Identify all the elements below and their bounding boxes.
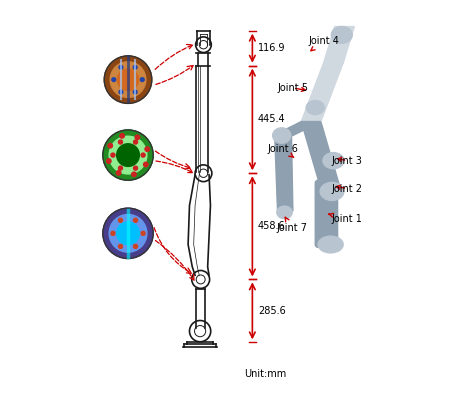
Circle shape (118, 244, 122, 248)
Text: Joint 5: Joint 5 (277, 83, 309, 93)
Text: 445.4: 445.4 (258, 114, 285, 125)
Circle shape (107, 159, 111, 163)
Ellipse shape (331, 26, 352, 43)
Ellipse shape (277, 206, 292, 219)
Circle shape (119, 90, 123, 94)
Ellipse shape (318, 236, 343, 253)
Circle shape (109, 136, 147, 174)
Circle shape (117, 144, 139, 166)
Polygon shape (324, 26, 355, 63)
Circle shape (134, 218, 137, 222)
Circle shape (111, 231, 115, 235)
Circle shape (117, 171, 121, 175)
Ellipse shape (323, 152, 344, 169)
Polygon shape (301, 122, 340, 189)
Polygon shape (273, 122, 321, 136)
Text: Joint 7: Joint 7 (276, 217, 307, 233)
Circle shape (111, 153, 115, 157)
Circle shape (132, 172, 136, 177)
Text: 458.6: 458.6 (258, 221, 285, 231)
Circle shape (133, 90, 137, 94)
Circle shape (118, 69, 139, 90)
Circle shape (110, 62, 146, 97)
Circle shape (135, 135, 140, 139)
Circle shape (120, 134, 124, 138)
Circle shape (140, 78, 144, 82)
Ellipse shape (306, 100, 324, 115)
Circle shape (133, 65, 137, 69)
Ellipse shape (273, 128, 291, 143)
Circle shape (119, 65, 123, 69)
Text: Joint 1: Joint 1 (329, 214, 363, 224)
Circle shape (141, 231, 145, 235)
Text: Joint 4: Joint 4 (308, 35, 339, 51)
Text: 116.9: 116.9 (258, 43, 285, 53)
Text: Joint 6: Joint 6 (268, 145, 299, 157)
Circle shape (103, 130, 153, 180)
Circle shape (141, 153, 145, 157)
Text: 285.6: 285.6 (258, 306, 286, 316)
Text: Joint 2: Joint 2 (332, 184, 363, 193)
Circle shape (118, 140, 122, 144)
Circle shape (108, 143, 112, 148)
Circle shape (109, 214, 147, 252)
Polygon shape (275, 136, 293, 211)
Circle shape (118, 166, 122, 170)
Circle shape (134, 166, 137, 170)
Circle shape (112, 78, 116, 82)
Circle shape (104, 56, 152, 103)
Circle shape (134, 140, 137, 144)
Circle shape (134, 244, 137, 248)
Circle shape (144, 162, 148, 167)
Circle shape (145, 147, 149, 151)
Circle shape (103, 208, 153, 258)
Ellipse shape (320, 182, 344, 201)
Circle shape (118, 218, 122, 222)
Text: Unit:mm: Unit:mm (244, 370, 286, 379)
FancyBboxPatch shape (315, 180, 337, 247)
Circle shape (117, 222, 139, 245)
Polygon shape (301, 63, 343, 122)
Text: Joint 3: Joint 3 (332, 156, 363, 165)
